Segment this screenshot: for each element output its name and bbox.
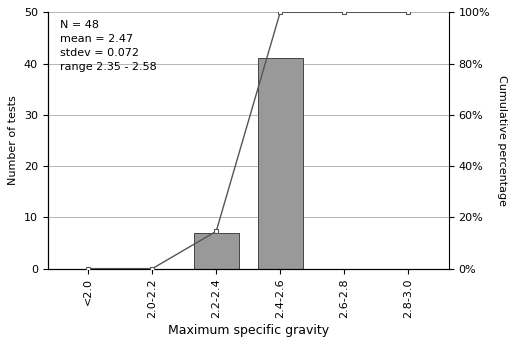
Y-axis label: Cumulative percentage: Cumulative percentage — [496, 75, 507, 206]
Bar — [258, 58, 302, 269]
Y-axis label: Number of tests: Number of tests — [8, 96, 19, 185]
X-axis label: Maximum specific gravity: Maximum specific gravity — [167, 324, 329, 337]
Text: N = 48
mean = 2.47
stdev = 0.072
range 2.35 - 2.58: N = 48 mean = 2.47 stdev = 0.072 range 2… — [60, 20, 157, 72]
Bar — [194, 233, 238, 269]
